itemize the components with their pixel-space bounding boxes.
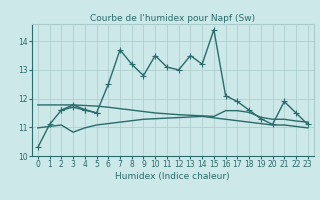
X-axis label: Humidex (Indice chaleur): Humidex (Indice chaleur) [116,172,230,181]
Text: Courbe de l'humidex pour Napf (Sw): Courbe de l'humidex pour Napf (Sw) [90,14,255,23]
